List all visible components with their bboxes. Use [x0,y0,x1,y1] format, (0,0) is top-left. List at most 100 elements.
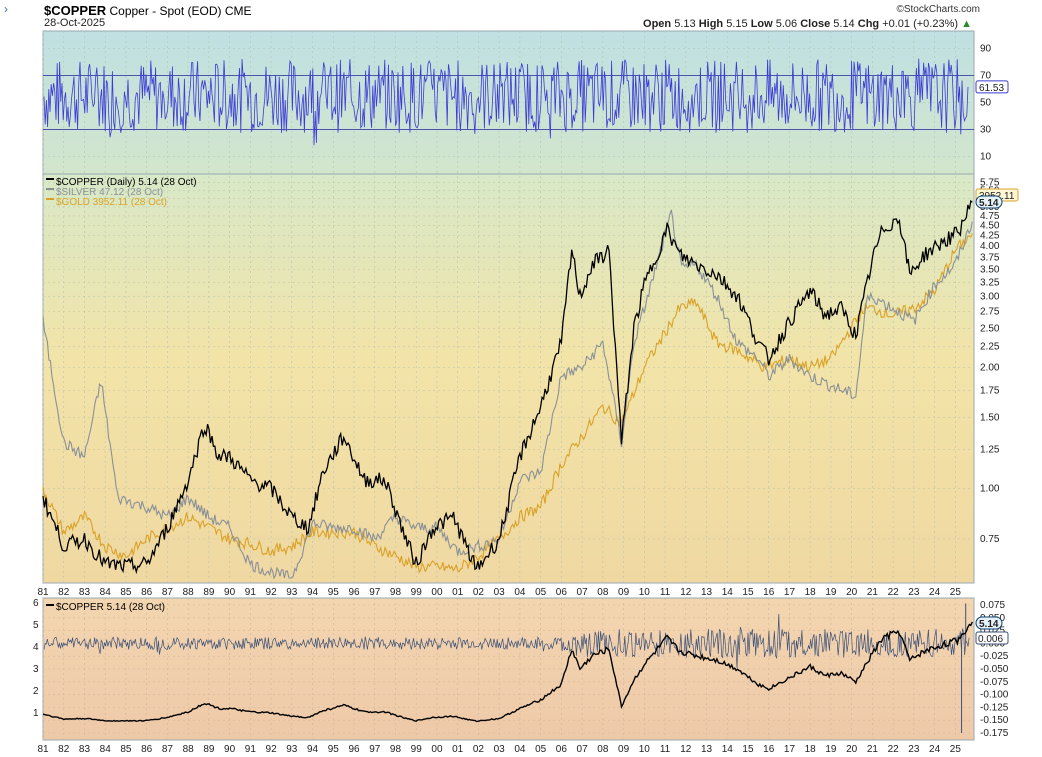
expand-chevron-icon[interactable]: › [4,2,8,16]
x-tick-label: 11 [660,587,671,598]
chart-title: $COPPER Copper - Spot (EOD) CME [44,3,252,18]
price-y-tick: 4.50 [980,220,1000,231]
lower-right-tick: -0.075 [980,677,1009,688]
change-value: +0.01 (+0.23%) [882,18,959,30]
x-tick-label: 04 [514,587,526,598]
x-tick-label: 02 [473,587,485,598]
legend-item: $SILVER 47.12 (28 Oct) [46,187,163,198]
x-tick-label: 05 [535,744,547,755]
rsi-y-tick: 30 [980,125,992,136]
x-tick-label: 83 [79,587,91,598]
x-tick-label: 15 [742,744,754,755]
price-y-tick: 4.75 [980,211,1000,222]
x-tick-label: 88 [183,744,195,755]
lower-right-tick: -0.125 [980,702,1009,713]
price-y-tick: 1.50 [980,413,1000,424]
x-tick-label: 91 [245,744,257,755]
price-y-tick: 1.25 [980,445,1000,456]
x-tick-label: 82 [58,744,70,755]
x-tick-label: 21 [867,587,879,598]
price-y-tick: 3.00 [980,291,1000,302]
x-tick-label: 93 [286,587,298,598]
lower-right-tick: -0.100 [980,690,1009,701]
x-tick-label: 84 [100,587,112,598]
x-tick-label: 16 [763,587,775,598]
x-tick-label: 20 [846,744,858,755]
price-y-tick: 1.00 [980,484,1000,495]
x-tick-label: 84 [100,744,112,755]
x-tick-label: 07 [577,744,589,755]
x-tick-label: 22 [888,587,900,598]
x-tick-label: 92 [266,744,278,755]
x-tick-label: 23 [908,587,920,598]
chart-date: 28-Oct-2025 [44,17,106,29]
x-tick-label: 14 [722,744,734,755]
x-tick-label: 08 [597,744,609,755]
lower-right-tick: -0.150 [980,715,1009,726]
x-tick-label: 22 [888,744,900,755]
price-panel-bg [42,173,975,584]
x-tick-label: 25 [950,744,962,755]
x-tick-label: 97 [369,744,381,755]
lower-right-tick: 0.075 [980,600,1005,611]
x-tick-label: 94 [307,744,319,755]
legend-label: $SILVER 47.12 (28 Oct) [56,187,163,198]
low-value: 5.06 [775,18,798,30]
legend-item: $GOLD 3952.11 (28 Oct) [46,197,167,208]
lower-left-tick: 1 [33,708,39,719]
x-tick-label: 81 [37,744,49,755]
x-tick-label: 12 [680,744,692,755]
x-tick-label: 03 [494,587,506,598]
rsi-line [43,58,969,146]
x-tick-label: 17 [784,587,796,598]
svg-text:5.14: 5.14 [979,619,999,630]
x-tick-label: 97 [369,587,381,598]
price-y-tick: 2.00 [980,362,1000,373]
x-tick-label: 95 [328,744,340,755]
lower-copper-badge: 5.14 [975,616,1003,630]
x-tick-label: 04 [514,744,526,755]
x-tick-label: 01 [452,587,464,598]
x-tick-label: 87 [162,744,174,755]
x-tick-label: 05 [535,587,547,598]
x-tick-label: 08 [597,587,609,598]
ohlc-readout: Open 5.13 High 5.15 Low 5.06 Close 5.14 … [643,18,972,30]
x-tick-label: 99 [411,587,423,598]
x-tick-label: 87 [162,587,174,598]
lower-change-badge: 0.006 [975,631,1009,645]
x-tick-label: 10 [639,587,651,598]
x-tick-label: 89 [203,587,215,598]
x-tick-label: 81 [37,587,49,598]
x-tick-label: 09 [618,587,630,598]
price-y-tick: 4.25 [980,230,1000,241]
x-tick-label: 98 [390,587,402,598]
x-tick-label: 20 [846,587,858,598]
x-tick-label: 98 [390,744,402,755]
close-value: 5.14 [833,18,855,30]
price-y-tick: 2.75 [980,307,1000,318]
price-y-tick: 3.25 [980,277,1000,288]
stockcharts-logo[interactable]: ©StockCharts.com [896,4,980,15]
svg-text:0.006: 0.006 [978,634,1003,645]
x-tick-label: 01 [452,744,464,755]
x-tick-label: 00 [431,587,443,598]
x-tick-label: 95 [328,587,340,598]
x-tick-label: 23 [908,744,920,755]
lower-copper-line [42,621,973,723]
x-tick-label: 90 [224,744,236,755]
x-tick-label: 07 [577,587,589,598]
x-tick-label: 00 [431,744,443,755]
lower-left-tick: 3 [33,664,39,675]
x-tick-label: 91 [245,587,257,598]
price-y-tick: 2.50 [980,323,1000,334]
x-tick-label: 12 [680,587,692,598]
open-value: 5.13 [674,18,696,30]
lower-left-tick: 6 [33,598,39,609]
legend-label: $COPPER (Daily) 5.14 (28 Oct) [56,177,197,188]
x-tick-label: 93 [286,744,298,755]
lower-left-tick: 5 [33,620,39,631]
exchange: CME [224,4,252,18]
x-tick-label: 10 [639,744,651,755]
lower-right-tick: -0.025 [980,651,1009,662]
